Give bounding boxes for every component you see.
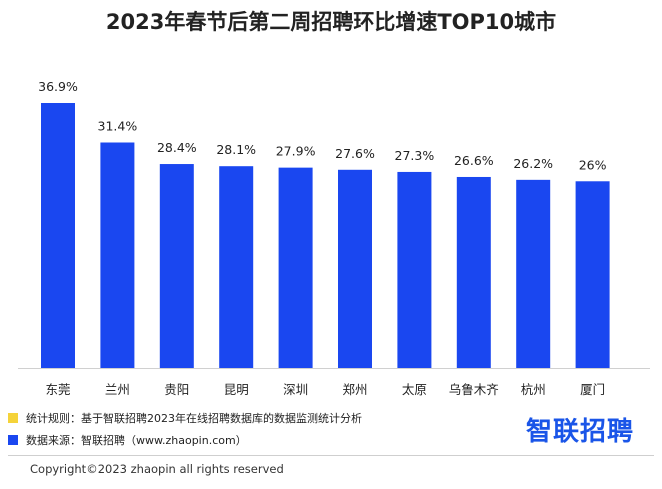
category-label-6: 太原: [402, 382, 427, 397]
data-label-7: 26.6%: [454, 153, 494, 168]
copyright-text: Copyright©2023 zhaopin all rights reserv…: [30, 462, 284, 476]
chart-title: 2023年春节后第二周招聘环比增速TOP10城市: [105, 10, 557, 34]
legend-item-rule: 统计规则：基于智联招聘2023年在线招聘数据库的数据监测统计分析: [8, 410, 362, 426]
data-label-0: 36.9%: [38, 79, 78, 94]
zhaopin-logo: 智联招聘: [526, 417, 635, 447]
legend-swatch-yellow: [8, 413, 18, 423]
category-label-5: 郑州: [342, 382, 367, 397]
category-label-1: 兰州: [105, 382, 130, 397]
data-label-5: 27.6%: [335, 146, 375, 161]
data-label-2: 28.4%: [157, 140, 197, 155]
bar-6: [397, 171, 432, 368]
bar-4: [278, 167, 313, 368]
category-label-7: 乌鲁木齐: [449, 382, 500, 397]
legend-text-rule: 统计规则：基于智联招聘2023年在线招聘数据库的数据监测统计分析: [26, 412, 362, 425]
data-label-3: 28.1%: [216, 142, 256, 157]
legend-text-source: 数据来源：智联招聘（www.zhaopin.com）: [26, 434, 247, 447]
category-label-3: 昆明: [224, 382, 249, 397]
bar-3: [219, 166, 254, 368]
bar-2: [159, 164, 194, 368]
legend-swatch-blue: [8, 435, 18, 445]
data-label-1: 31.4%: [98, 118, 138, 133]
bar-chart: 36.9% 东莞 31.4% 兰州 28.4% 贵阳 28.1% 昆明 27.9% 深圳 27.6%…: [18, 79, 650, 397]
category-label-8: 杭州: [521, 382, 546, 397]
category-label-4: 深圳: [283, 382, 308, 397]
data-label-9: 26%: [579, 157, 607, 172]
bar-9: [575, 181, 610, 368]
data-label-4: 27.9%: [276, 144, 316, 159]
bar-8: [516, 179, 551, 368]
bar-7: [456, 176, 491, 368]
category-label-0: 东莞: [45, 382, 70, 397]
footer-divider: [8, 455, 654, 456]
bar-0: [41, 103, 75, 368]
legend-item-source: 数据来源：智联招聘（www.zhaopin.com）: [8, 432, 247, 448]
category-label-9: 厦门: [580, 382, 605, 397]
data-label-6: 27.3%: [395, 148, 435, 163]
data-label-8: 26.2%: [513, 156, 553, 171]
bar-1: [100, 142, 135, 368]
bar-5: [338, 169, 372, 368]
category-label-2: 贵阳: [164, 382, 189, 397]
